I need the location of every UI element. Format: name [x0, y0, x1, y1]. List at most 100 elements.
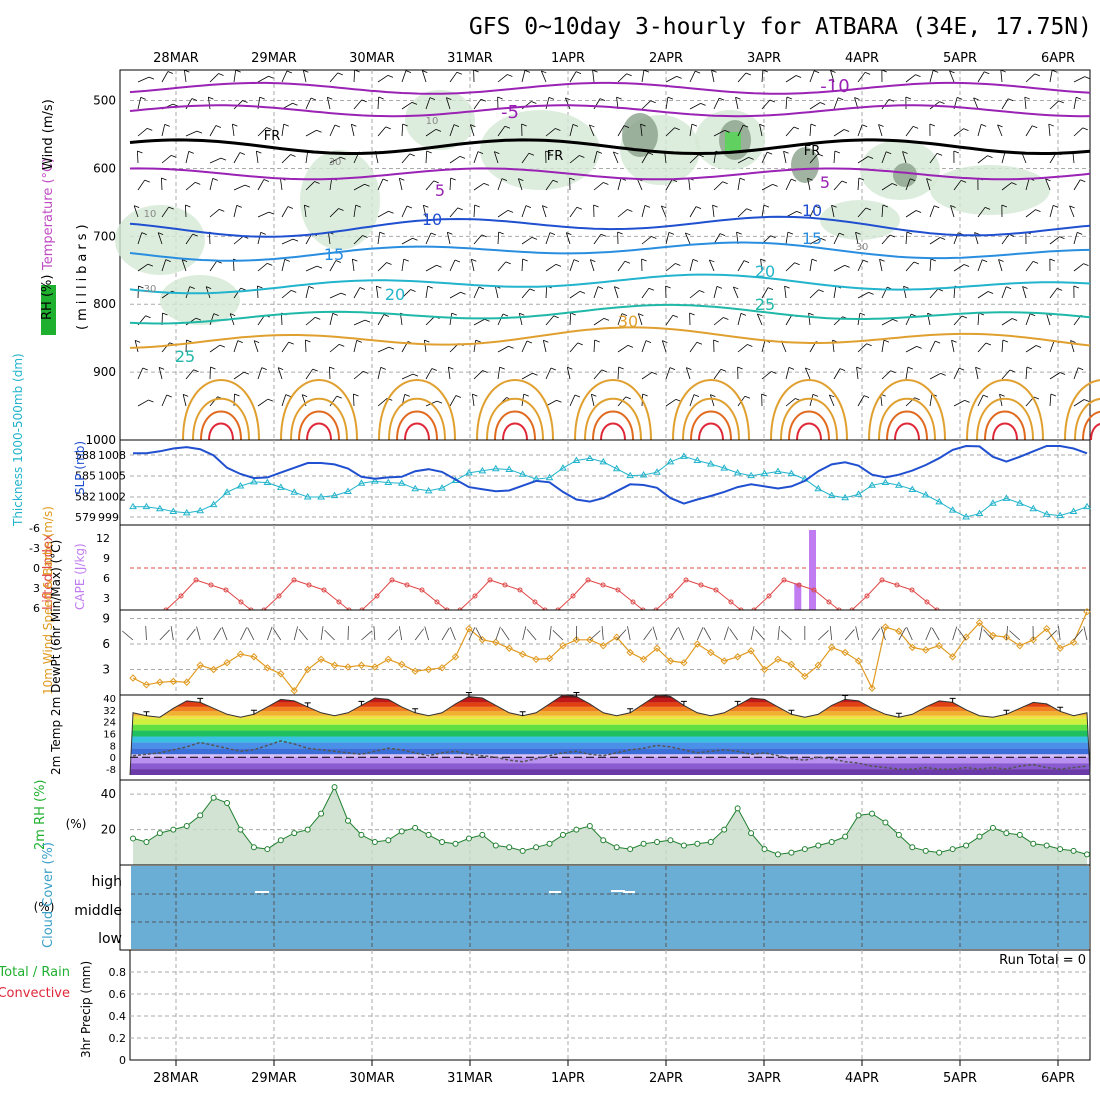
- wind-barb: [425, 97, 431, 110]
- wind-barb: [785, 262, 795, 272]
- thickness-point: [975, 509, 984, 517]
- wind-barb-flag: [340, 292, 347, 296]
- wind-barb: [1046, 313, 1051, 326]
- wind-barb-flag: [617, 231, 623, 235]
- isotherm-line: [129, 138, 1091, 156]
- heat-contour: [388, 397, 446, 441]
- cape-series: [163, 530, 940, 613]
- slp-ticks: 579 582 585 588 999 1002 1005 1008: [75, 449, 126, 524]
- li-line: [851, 579, 938, 611]
- li-line: [753, 579, 840, 611]
- wind-barb: [881, 151, 887, 164]
- wind-barb: [521, 205, 527, 218]
- wind-barb: [905, 126, 914, 137]
- wind-barb: [305, 265, 318, 272]
- wind-barb: [329, 178, 333, 191]
- wind-barb: [857, 207, 867, 218]
- wind-barb-flag: [975, 366, 981, 370]
- wind-barb-flag: [613, 151, 619, 155]
- wind-barb: [185, 182, 196, 191]
- wind-barb: [713, 286, 718, 299]
- wind-barb-flag: [451, 312, 457, 316]
- wind-barb-flag: [786, 96, 793, 100]
- slp-frame: [119, 439, 1091, 526]
- wind-barb-flag: [288, 341, 294, 345]
- thickness-tick: 588: [75, 449, 96, 462]
- wind-barb: [497, 209, 509, 218]
- wind-barb-flag: [627, 344, 634, 348]
- wind-barb-flag: [210, 366, 216, 370]
- wind-barb: [185, 130, 198, 137]
- wind-barb-flag: [829, 394, 835, 398]
- temp-minmax-marker: [250, 709, 257, 715]
- thickness-point: [908, 485, 917, 492]
- cloud-gap: [611, 890, 625, 892]
- wind-barb: [401, 70, 407, 83]
- isotherm-line: [129, 273, 1091, 295]
- wind-barb: [977, 71, 985, 83]
- wind-barb-flag: [693, 394, 700, 398]
- wind-speed-point: [747, 647, 755, 655]
- wind-barb: [449, 395, 457, 407]
- wind-barb-flag: [164, 123, 170, 127]
- wind-barb-flag: [772, 184, 778, 187]
- wind-barb-flag: [212, 177, 218, 181]
- wind-barb: [857, 72, 866, 83]
- contour-label: 15: [324, 245, 344, 264]
- wind-barb: [785, 232, 789, 245]
- thickness-point: [585, 454, 594, 461]
- wind-barb: [401, 237, 413, 245]
- wind-barb: [905, 210, 917, 218]
- wind-barb: [833, 129, 845, 137]
- thickness-point: [1083, 502, 1091, 510]
- wind-barb-flag: [287, 206, 294, 209]
- wind-barb-flag: [422, 70, 428, 73]
- thickness-point: [303, 493, 312, 500]
- wind-barb: [497, 261, 507, 272]
- wind-barb: [257, 179, 265, 191]
- wind-barb: [593, 182, 604, 191]
- wind-barb: [569, 342, 579, 353]
- wind-barb: [809, 124, 812, 137]
- wind-barb-flag: [603, 182, 609, 185]
- temp-minmax-marker: [519, 711, 526, 716]
- wind-barb-flag: [435, 128, 442, 132]
- wind-speed-point: [989, 631, 997, 640]
- wind-barb-flag: [1006, 286, 1012, 290]
- slp-line: [133, 444, 1088, 505]
- wind10m-frame: [119, 609, 1091, 696]
- thickness-point: [276, 483, 285, 490]
- wind-barb-flag: [290, 154, 296, 157]
- heat-contour: [476, 379, 554, 441]
- wind-barb: [689, 70, 696, 83]
- wind-barb-flag: [1073, 285, 1079, 289]
- wind-barb: [1073, 263, 1084, 272]
- wind-barb: [425, 368, 433, 380]
- wind-barb-flag: [623, 125, 630, 129]
- wind-barb-flag: [746, 208, 752, 212]
- wind-barb-flag: [685, 232, 691, 236]
- wind-barb: [857, 292, 869, 299]
- wind-barb-flag: [412, 373, 419, 377]
- wind-barb: [709, 394, 715, 407]
- heat-contour: [894, 422, 920, 441]
- rh-point: [304, 826, 311, 833]
- wind-barb: [708, 259, 715, 272]
- wind-barb-flag: [409, 153, 415, 157]
- wind-barb-flag: [147, 263, 154, 267]
- wind-barb: [329, 156, 341, 164]
- wind-speed-point: [801, 672, 809, 681]
- wind10m-barb: [361, 630, 373, 641]
- thickness-point: [733, 468, 742, 476]
- bottom-date-label: 28MAR: [153, 1071, 199, 1086]
- li-line: [557, 579, 644, 611]
- wind-barb: [689, 341, 698, 353]
- wind-barb-flag: [329, 366, 335, 370]
- wind-barb: [640, 124, 643, 137]
- wind-barb-flag: [1059, 372, 1066, 375]
- wind-barb-flag: [567, 366, 573, 370]
- wind-barb: [421, 70, 427, 83]
- wind10m-barb: [652, 626, 658, 641]
- wind-barb: [688, 178, 691, 191]
- wind-barb-flag: [268, 211, 275, 215]
